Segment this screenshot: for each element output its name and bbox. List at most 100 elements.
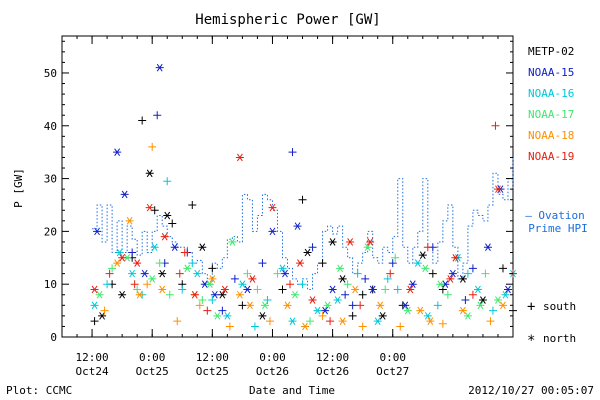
north-point <box>408 280 417 288</box>
south-point <box>381 285 390 294</box>
north-point <box>193 269 202 278</box>
north-point <box>303 248 312 257</box>
north-point <box>213 312 222 320</box>
x-tick-date-label: Oct24 <box>76 365 109 378</box>
south-point <box>318 259 327 268</box>
legend-entry-noaa-17: NOAA-17 <box>528 108 574 121</box>
south-point <box>498 264 507 273</box>
south-point <box>358 290 367 299</box>
north-point <box>113 259 122 267</box>
north-point <box>145 203 154 212</box>
north-point <box>228 238 237 246</box>
north-point <box>155 63 164 72</box>
north-point <box>413 259 422 267</box>
south-point <box>298 195 307 204</box>
footer-plot-credit: Plot: CCMC <box>6 384 72 397</box>
ovation-hpi-step-line <box>92 157 514 290</box>
north-point <box>158 285 167 294</box>
north-point <box>150 243 159 252</box>
north-point <box>283 301 292 310</box>
north-point <box>235 290 244 299</box>
south-point <box>263 296 272 305</box>
south-point <box>148 142 157 151</box>
y-axis: 0 10 20 30 40 50 <box>44 40 513 344</box>
south-point <box>348 301 357 310</box>
north-point <box>338 275 347 283</box>
south-point <box>133 285 142 294</box>
north-point <box>205 280 214 288</box>
south-point <box>203 306 212 315</box>
north-point <box>313 306 322 315</box>
north-point <box>280 269 289 278</box>
south-point <box>306 317 315 326</box>
north-point <box>328 238 337 246</box>
x-axis: 12:00Oct240:00Oct2512:00Oct250:00Oct2612… <box>61 36 514 378</box>
x-axis-label: Date and Time <box>249 384 335 397</box>
north-point <box>448 269 457 278</box>
north-point <box>293 222 302 230</box>
south-point <box>391 253 400 262</box>
series-noaa-19 <box>90 121 517 326</box>
north-point <box>501 290 510 299</box>
north-point <box>95 290 104 299</box>
south-point <box>488 306 497 315</box>
north-point <box>93 227 102 236</box>
legend: METP-02 NOAA-15 NOAA-16 NOAA-17 NOAA-18 NOAA-… <box>528 45 574 163</box>
north-point <box>223 312 232 320</box>
north-point <box>421 264 430 273</box>
south-point <box>130 280 139 289</box>
south-point <box>208 296 217 305</box>
legend-entry-noaa-15: NOAA-15 <box>528 66 574 79</box>
y-tick-label: 50 <box>44 67 57 80</box>
north-point <box>478 296 487 304</box>
north-point <box>158 269 167 278</box>
south-point <box>138 116 147 125</box>
north-point <box>338 317 347 325</box>
north-point <box>418 251 427 259</box>
south-point <box>463 269 472 278</box>
south-point <box>318 311 327 320</box>
north-point <box>373 317 382 325</box>
series-noaa-15 <box>93 63 512 315</box>
y-tick-label: 40 <box>44 120 57 133</box>
south-point <box>461 296 470 305</box>
legend-entry-noaa-16: NOAA-16 <box>528 87 574 100</box>
x-tick-label: 0:00 <box>139 351 166 364</box>
south-point <box>155 259 164 268</box>
south-point <box>278 285 287 294</box>
south-point <box>253 285 262 294</box>
south-point <box>273 269 282 278</box>
y-axis-label: P [GW] <box>12 168 25 208</box>
north-point <box>476 301 485 310</box>
south-point <box>491 121 500 130</box>
south-marker-symbol: + <box>527 299 535 315</box>
south-point <box>143 280 152 289</box>
north-point <box>218 290 227 299</box>
north-point <box>210 290 219 299</box>
north-point <box>336 264 345 273</box>
north-point <box>288 317 297 325</box>
north-point <box>333 296 342 304</box>
south-point <box>393 285 402 294</box>
south-point <box>288 148 297 157</box>
south-point <box>180 248 189 257</box>
north-point <box>128 269 137 278</box>
south-point <box>341 290 350 299</box>
x-tick-date-label: Oct25 <box>136 365 169 378</box>
legend-entry-noaa-18: NOAA-18 <box>528 129 574 142</box>
south-point <box>265 317 274 326</box>
south-point <box>238 301 247 310</box>
north-point <box>378 312 387 320</box>
north-point <box>401 301 410 310</box>
north-point <box>296 259 305 267</box>
north-point <box>301 322 310 331</box>
south-point <box>423 243 432 252</box>
north-point <box>245 301 254 310</box>
north-point <box>248 275 257 283</box>
plot-frame <box>61 35 514 338</box>
north-point <box>503 285 512 294</box>
north-point <box>198 243 207 252</box>
south-point <box>165 290 174 299</box>
north-point <box>148 275 157 283</box>
